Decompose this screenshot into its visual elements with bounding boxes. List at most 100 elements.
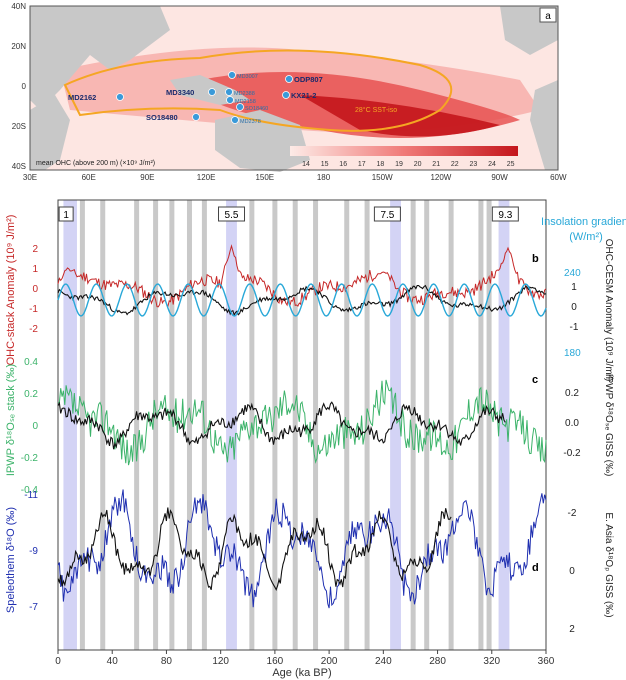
stage-box-0	[58, 206, 74, 222]
colorbar-tick-5: 19	[395, 161, 403, 168]
panel-b-label: b	[532, 253, 539, 265]
lat-labels: 40N 20N 0 20S 40S	[11, 2, 26, 171]
site-marker-5	[285, 75, 293, 83]
c-left-tick-2: 0	[32, 421, 38, 432]
d-right-tick-0: -2	[568, 508, 577, 519]
shaded-band-2	[390, 200, 401, 650]
ocean-heat-map: a 40N 20N 0 20S 40S 30E 60E 90E 120E 150E 180 150W…	[11, 2, 567, 182]
gray-marker-15	[448, 200, 454, 650]
b-ins-tick-0: 240	[564, 268, 581, 279]
b-ins-axis-unit: (W/m²)	[569, 231, 603, 243]
site-label-2: SO18480	[146, 113, 178, 122]
colorbar-tick-6: 20	[414, 161, 422, 168]
c-left-tick-4: -0.4	[21, 485, 39, 496]
shaded-band-0	[63, 200, 77, 650]
b-cesm-tick-1: 0	[571, 302, 577, 313]
b-cesm-axis-label: OHC-CESM Anomaly (10⁹ J/m²)	[603, 239, 614, 382]
c-left-tick-3: -0.2	[21, 453, 39, 464]
lat-label-1: 20N	[11, 42, 26, 51]
colorbar-tick-10: 24	[488, 161, 496, 168]
series-ipwp-stack	[57, 379, 547, 466]
gray-marker-12	[364, 200, 370, 650]
colorbar-title: mean OHC (above 200 m) (×10⁹ J/m²)	[36, 160, 155, 167]
series-insolation	[57, 283, 547, 317]
lat-label-4: 40S	[12, 162, 26, 171]
lon-label-0: 30E	[23, 173, 37, 182]
stage-label-2: 7.5	[380, 210, 394, 221]
x-tick-label-1: 40	[107, 656, 119, 667]
c-left-tick-1: 0.2	[24, 389, 38, 400]
colorbar-tick-9: 23	[470, 161, 478, 168]
colorbar-tick-0: 14	[302, 161, 310, 168]
colorbar-tick-8: 22	[451, 161, 459, 168]
gray-marker-9	[292, 200, 298, 650]
series-ohc-stack	[57, 244, 547, 309]
site-label-5: ODP807	[294, 75, 323, 84]
panel-a-label: a	[545, 11, 551, 22]
gray-marker-3	[153, 200, 159, 650]
site-label-9: MD2158	[235, 99, 256, 105]
gray-marker-7	[249, 200, 255, 650]
c-right-tick-2: -0.2	[563, 448, 581, 459]
series-ohc-cesm	[57, 284, 547, 317]
c-left-tick-0: 0.4	[24, 357, 38, 368]
lon-label-9: 60W	[550, 173, 567, 182]
site-marker-2	[192, 113, 200, 121]
colorbar-tick-3: 17	[358, 161, 366, 168]
map-frame	[29, 5, 559, 171]
gray-marker-4	[169, 200, 175, 650]
b-left-tick-4: -2	[29, 324, 38, 335]
d-right-axis-label: E. Asia δ¹⁸Oₚ GISS (‰)	[603, 512, 614, 617]
stage-box-2	[373, 206, 401, 222]
lon-label-7: 120W	[430, 173, 451, 182]
site-label-8: MD2378	[240, 119, 261, 125]
b-ins-axis-label: Insolation gradient	[541, 216, 626, 228]
shaded-band-1	[226, 200, 237, 650]
lon-label-1: 60E	[82, 173, 96, 182]
isotherm-label: 28°C SST-iso	[355, 106, 397, 114]
gray-marker-13	[410, 200, 416, 650]
lat-label-3: 20S	[12, 122, 26, 131]
colorbar-tick-11: 25	[507, 161, 515, 168]
c-right-axis-label: IPWP δ¹⁸Oₛₑ GISS (‰)	[603, 374, 614, 477]
b-left-tick-0: 2	[32, 244, 38, 255]
lon-label-4: 150E	[255, 173, 274, 182]
lon-label-8: 90W	[491, 173, 508, 182]
stage-label-1: 5.5	[225, 210, 239, 221]
site-label-0: MD2162	[68, 93, 96, 102]
site-marker-3	[228, 71, 236, 79]
panel-a-box	[539, 7, 557, 23]
d-right-tick-1: 0	[569, 566, 575, 577]
c-left-axis-label: IPWP δ¹⁸Oₛₑ stack (‰)	[5, 364, 17, 476]
site-marker-4	[225, 88, 233, 96]
gray-marker-10	[313, 200, 319, 650]
site-marker-8	[231, 116, 239, 124]
site-marker-1	[208, 88, 216, 96]
gray-marker-16	[478, 200, 484, 650]
warm-pool-max	[300, 95, 500, 137]
c-right-tick-1: 0.0	[565, 418, 579, 429]
colorbar-tick-2: 16	[339, 161, 347, 168]
gray-marker-1	[100, 200, 106, 650]
x-tick-label-6: 240	[375, 656, 392, 667]
lon-label-6: 150W	[372, 173, 393, 182]
gray-marker-8	[272, 200, 278, 650]
gray-marker-17	[486, 200, 492, 650]
lon-label-5: 180	[317, 173, 331, 182]
b-left-axis-label: OHC-stack Anomaly (10⁹ J/m²)	[5, 215, 17, 366]
site-label-3: MD3007	[237, 74, 258, 80]
panel-c-label: c	[532, 374, 538, 386]
series-ipwp-giss	[57, 401, 506, 450]
panel-d-label: d	[532, 562, 539, 574]
x-tick-label-5: 200	[321, 656, 338, 667]
gray-marker-0	[79, 200, 85, 650]
x-tick-label-2: 80	[161, 656, 173, 667]
x-tick-label-8: 320	[483, 656, 500, 667]
b-left-tick-3: -1	[29, 304, 38, 315]
series-easia-giss	[57, 507, 452, 591]
colorbar-tick-1: 15	[321, 161, 329, 168]
gray-marker-6	[201, 200, 207, 650]
x-tick-label-0: 0	[55, 656, 61, 667]
site-marker-9	[226, 96, 234, 104]
site-label-7: SO18460	[245, 106, 268, 112]
